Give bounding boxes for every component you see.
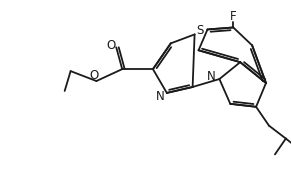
Text: N: N — [156, 90, 164, 103]
Text: F: F — [230, 10, 237, 23]
Text: S: S — [196, 24, 203, 37]
Text: O: O — [90, 69, 99, 82]
Text: O: O — [107, 39, 116, 52]
Text: N: N — [207, 70, 216, 83]
